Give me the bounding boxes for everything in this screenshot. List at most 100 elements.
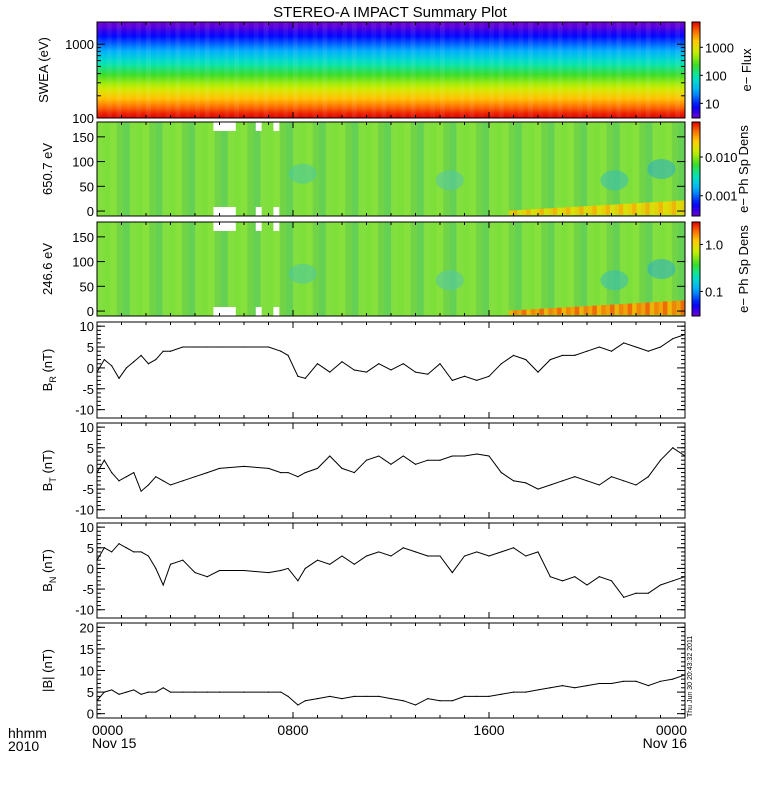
- data-point: [297, 476, 299, 478]
- data-point: [267, 346, 270, 348]
- colorbar-tick-label: 0.001: [705, 189, 738, 204]
- data-point: [549, 358, 551, 361]
- data-point: [218, 691, 221, 693]
- year-label: 2010: [8, 738, 39, 754]
- data-point: [488, 695, 490, 698]
- data-point: [463, 375, 466, 377]
- data-point: [125, 476, 127, 478]
- data-point: [267, 467, 270, 470]
- data-point: [488, 455, 490, 457]
- data-point: [684, 455, 686, 457]
- y-tick-label: 0: [87, 361, 94, 376]
- data-point: [659, 459, 662, 461]
- data-point: [476, 453, 478, 455]
- y-tick-label: 0: [87, 561, 94, 576]
- y-tick-label: 0: [87, 461, 94, 476]
- date-label: Nov 16: [643, 735, 688, 751]
- data-point: [169, 563, 172, 565]
- data-point: [512, 480, 515, 482]
- data-point: [414, 704, 417, 706]
- data-point: [598, 484, 600, 486]
- time-tick-label: 0000: [92, 722, 123, 738]
- time-tick-label: 0800: [277, 722, 308, 738]
- data-point: [598, 576, 600, 578]
- data-point: [439, 363, 441, 365]
- data-point: [162, 480, 164, 482]
- y-tick-label: 5: [87, 441, 94, 456]
- y-tick-label: -5: [82, 482, 94, 497]
- data-point: [610, 350, 613, 352]
- data-point: [103, 547, 105, 549]
- data-point: [684, 576, 686, 578]
- data-point: [118, 480, 120, 482]
- data-point: [500, 363, 502, 365]
- date-label: Nov 15: [92, 735, 137, 751]
- data-point: [672, 338, 674, 340]
- data-point: [206, 346, 208, 348]
- field-series-line: [96, 334, 686, 381]
- data-point: [635, 484, 637, 486]
- data-point: [280, 569, 282, 572]
- data-point: [280, 350, 282, 352]
- y-tick-label: 0: [87, 304, 94, 319]
- data-point: [182, 480, 184, 482]
- data-point: [512, 547, 515, 549]
- data-point: [182, 691, 184, 693]
- data-point: [365, 371, 368, 373]
- field-panel-frame: [96, 422, 686, 519]
- colorbar-label: e− Ph Sp Dens: [736, 125, 751, 213]
- data-point: [463, 455, 466, 457]
- data-point: [169, 484, 172, 486]
- y-tick-label: 5: [87, 340, 94, 355]
- data-point: [162, 350, 164, 352]
- data-point: [500, 551, 502, 553]
- y-tick-label: -5: [82, 382, 94, 397]
- data-point: [463, 695, 466, 698]
- data-point: [111, 471, 113, 474]
- data-point: [194, 346, 196, 348]
- data-point: [610, 580, 613, 582]
- data-point: [659, 346, 662, 348]
- data-point: [329, 371, 331, 373]
- plot-title: STEREO-A IMPACT Summary Plot: [273, 4, 507, 21]
- data-point: [169, 350, 172, 352]
- data-point: [525, 691, 527, 693]
- data-point: [586, 685, 588, 687]
- data-point: [427, 555, 429, 557]
- data-point: [125, 547, 127, 549]
- data-point: [162, 584, 164, 586]
- data-point: [287, 695, 289, 698]
- data-point: [574, 476, 576, 478]
- data-point: [488, 375, 490, 377]
- data-point: [96, 559, 98, 561]
- data-point: [623, 480, 625, 482]
- y-tick-label: -10: [75, 403, 94, 418]
- data-point: [610, 476, 613, 478]
- data-point: [133, 471, 135, 474]
- data-point: [316, 467, 319, 470]
- y-tick-label: 150: [72, 130, 94, 145]
- data-point: [118, 543, 120, 545]
- data-point: [586, 584, 588, 586]
- y-tick-label: 150: [72, 230, 94, 245]
- data-point: [316, 697, 319, 700]
- data-point: [125, 367, 127, 369]
- y-tick-label: -10: [75, 603, 94, 618]
- data-point: [549, 576, 551, 578]
- data-point: [316, 559, 319, 561]
- data-point: [537, 371, 539, 373]
- data-point: [218, 346, 221, 348]
- data-point: [537, 689, 539, 691]
- data-point: [353, 563, 355, 565]
- data-point: [140, 354, 142, 356]
- data-point: [684, 333, 686, 336]
- data-point: [341, 697, 343, 700]
- data-point: [451, 571, 453, 574]
- data-point: [218, 569, 221, 572]
- data-point: [635, 346, 637, 348]
- data-point: [341, 467, 343, 470]
- data-point: [316, 363, 319, 365]
- data-point: [390, 555, 392, 557]
- data-point: [118, 693, 120, 695]
- y-tick-label: 10: [80, 319, 94, 334]
